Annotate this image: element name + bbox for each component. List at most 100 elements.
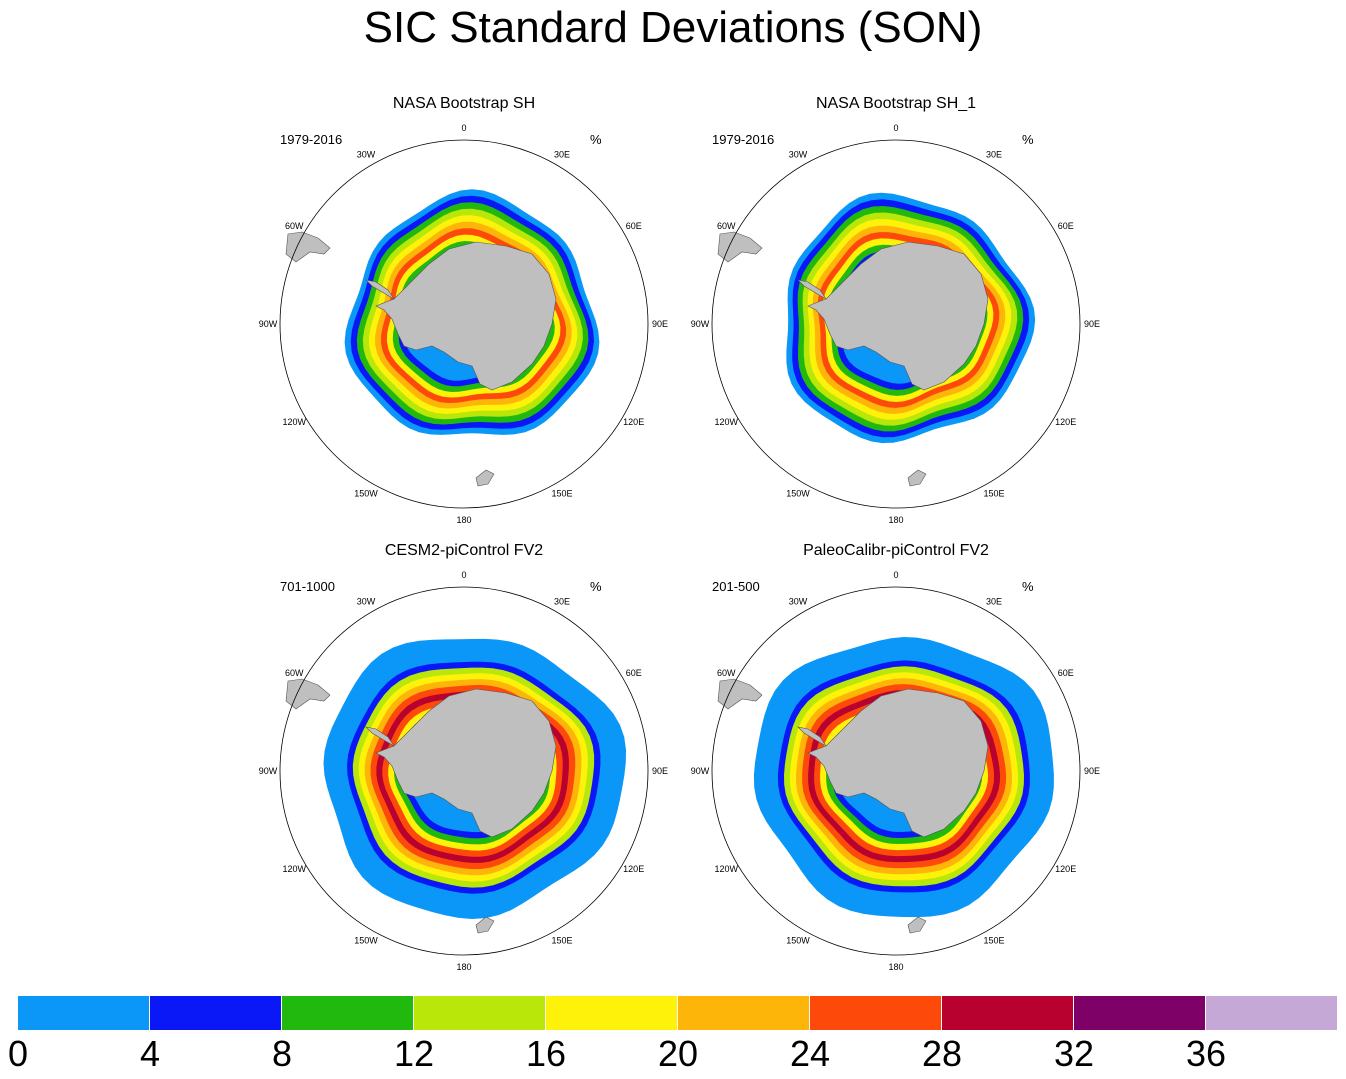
colorbar-swatch: [18, 996, 150, 1030]
lon-label: 150W: [786, 936, 810, 946]
panel-period: 201-500: [712, 579, 760, 594]
map-panel: NASA Bootstrap SH_1 1979-2016% 0 30E 60E 90E 1…: [676, 94, 1116, 524]
antarctic-peninsula: [797, 279, 827, 300]
lon-label: 180: [888, 515, 903, 524]
lon-label: 90E: [1084, 319, 1100, 329]
colorbar-swatch: [942, 996, 1074, 1030]
lon-label: 150E: [551, 489, 572, 499]
lon-label: 120W: [283, 864, 307, 874]
lon-label: 120W: [715, 864, 739, 874]
colorbar-tick-label: 0: [7, 1033, 29, 1074]
lon-label: 120W: [715, 417, 739, 427]
map-boundary: [279, 139, 649, 509]
map-panel: PaleoCalibr-piControl FV2 201-500% 0 30E 60E…: [676, 541, 1116, 971]
colorbar-tick-label: 36: [1185, 1033, 1227, 1074]
lon-label: 90W: [259, 319, 278, 329]
polar-map: 0 30E 60E 90E 120E 150E 180 150W 120W 90W 60W 30W: [691, 570, 1100, 971]
antarctica-landmass: [375, 688, 557, 838]
panel-period: 1979-2016: [712, 132, 775, 147]
new-zealand-landmass: [907, 469, 927, 487]
panel-unit: %: [1022, 132, 1034, 147]
lon-label: 60E: [626, 668, 642, 678]
south-america-landmass: [717, 231, 763, 263]
colorbar-swatch: [678, 996, 810, 1030]
antarctica-landmass: [375, 241, 557, 391]
colorbar-tick-label: 8: [271, 1033, 293, 1074]
lon-label: 150W: [354, 489, 378, 499]
antarctic-peninsula: [365, 279, 395, 300]
lon-label: 150E: [551, 936, 572, 946]
lon-label: 30W: [789, 149, 808, 159]
lon-label: 90E: [652, 766, 668, 776]
lon-label: 30E: [554, 149, 570, 159]
lon-label: 90W: [691, 319, 710, 329]
new-zealand-landmass: [907, 916, 927, 934]
lon-label: 60E: [626, 221, 642, 231]
panel-period: 701-1000: [280, 579, 335, 594]
lon-label: 60W: [717, 221, 736, 231]
antarctica-landmass: [807, 241, 989, 391]
lon-label: 30E: [986, 596, 1002, 606]
south-america-landmass: [285, 678, 331, 710]
panel-period: 1979-2016: [280, 132, 343, 147]
new-zealand-landmass: [475, 469, 495, 487]
map-boundary: [279, 586, 649, 956]
colorbar-tick-label: 20: [657, 1033, 699, 1074]
south-america-landmass: [717, 678, 763, 710]
lon-label: 60W: [717, 668, 736, 678]
lon-label: 60E: [1058, 221, 1074, 231]
lon-label: 120E: [623, 864, 644, 874]
colorbar-swatch: [414, 996, 546, 1030]
lon-label: 90E: [1084, 766, 1100, 776]
lon-label: 120E: [623, 417, 644, 427]
panel-unit: %: [590, 132, 602, 147]
lon-label: 60W: [285, 668, 304, 678]
polar-map: 0 30E 60E 90E 120E 150E 180 150W 120W 90W 60W 30W: [259, 123, 668, 524]
colorbar-swatch: [150, 996, 282, 1030]
lon-label: 120E: [1055, 864, 1076, 874]
lon-label: 30W: [357, 149, 376, 159]
antarctica-landmass: [807, 688, 989, 838]
polar-map: 0 30E 60E 90E 120E 150E 180 150W 120W 90W 60W 30W: [259, 570, 668, 971]
lon-label: 90E: [652, 319, 668, 329]
lon-label: 180: [456, 962, 471, 971]
panel-title: NASA Bootstrap SH: [392, 95, 536, 112]
polar-map: 0 30E 60E 90E 120E 150E 180 150W 120W 90W 60W 30W: [691, 123, 1100, 524]
colorbar-swatch: [1074, 996, 1206, 1030]
colorbar-swatch: [546, 996, 678, 1030]
colorbar-swatch: [810, 996, 942, 1030]
colorbar: [18, 996, 1338, 1030]
lon-label: 0: [461, 570, 466, 580]
lon-label: 90W: [691, 766, 710, 776]
colorbar-swatch: [282, 996, 414, 1030]
new-zealand-landmass: [475, 916, 495, 934]
antarctic-peninsula: [365, 726, 395, 747]
panel-unit: %: [1022, 579, 1034, 594]
lon-label: 60W: [285, 221, 304, 231]
lon-label: 0: [893, 570, 898, 580]
lon-label: 30E: [986, 149, 1002, 159]
lon-label: 150E: [983, 936, 1004, 946]
map-panel: CESM2-piControl FV2 701-1000% 0 30E 60E 90E 12…: [244, 541, 684, 971]
lon-label: 30W: [357, 596, 376, 606]
lon-label: 150W: [786, 489, 810, 499]
lon-label: 60E: [1058, 668, 1074, 678]
colorbar-tick-label: 4: [139, 1033, 161, 1074]
colorbar-tick-label: 32: [1053, 1033, 1095, 1074]
south-america-landmass: [285, 231, 331, 263]
lon-label: 120E: [1055, 417, 1076, 427]
figure-title: SIC Standard Deviations (SON): [363, 3, 983, 52]
panel-title: CESM2-piControl FV2: [384, 542, 544, 559]
lon-label: 0: [461, 123, 466, 133]
panel-title: NASA Bootstrap SH_1: [815, 95, 977, 112]
lon-label: 120W: [283, 417, 307, 427]
panel-unit: %: [590, 579, 602, 594]
lon-label: 150W: [354, 936, 378, 946]
colorbar-tick-label: 28: [921, 1033, 963, 1074]
lon-label: 30E: [554, 596, 570, 606]
map-panel: NASA Bootstrap SH 1979-2016% 0 30E 60E 90E 120…: [244, 94, 684, 524]
lon-label: 180: [888, 962, 903, 971]
map-boundary: [711, 586, 1081, 956]
map-boundary: [711, 139, 1081, 509]
colorbar-tick-label: 16: [525, 1033, 567, 1074]
